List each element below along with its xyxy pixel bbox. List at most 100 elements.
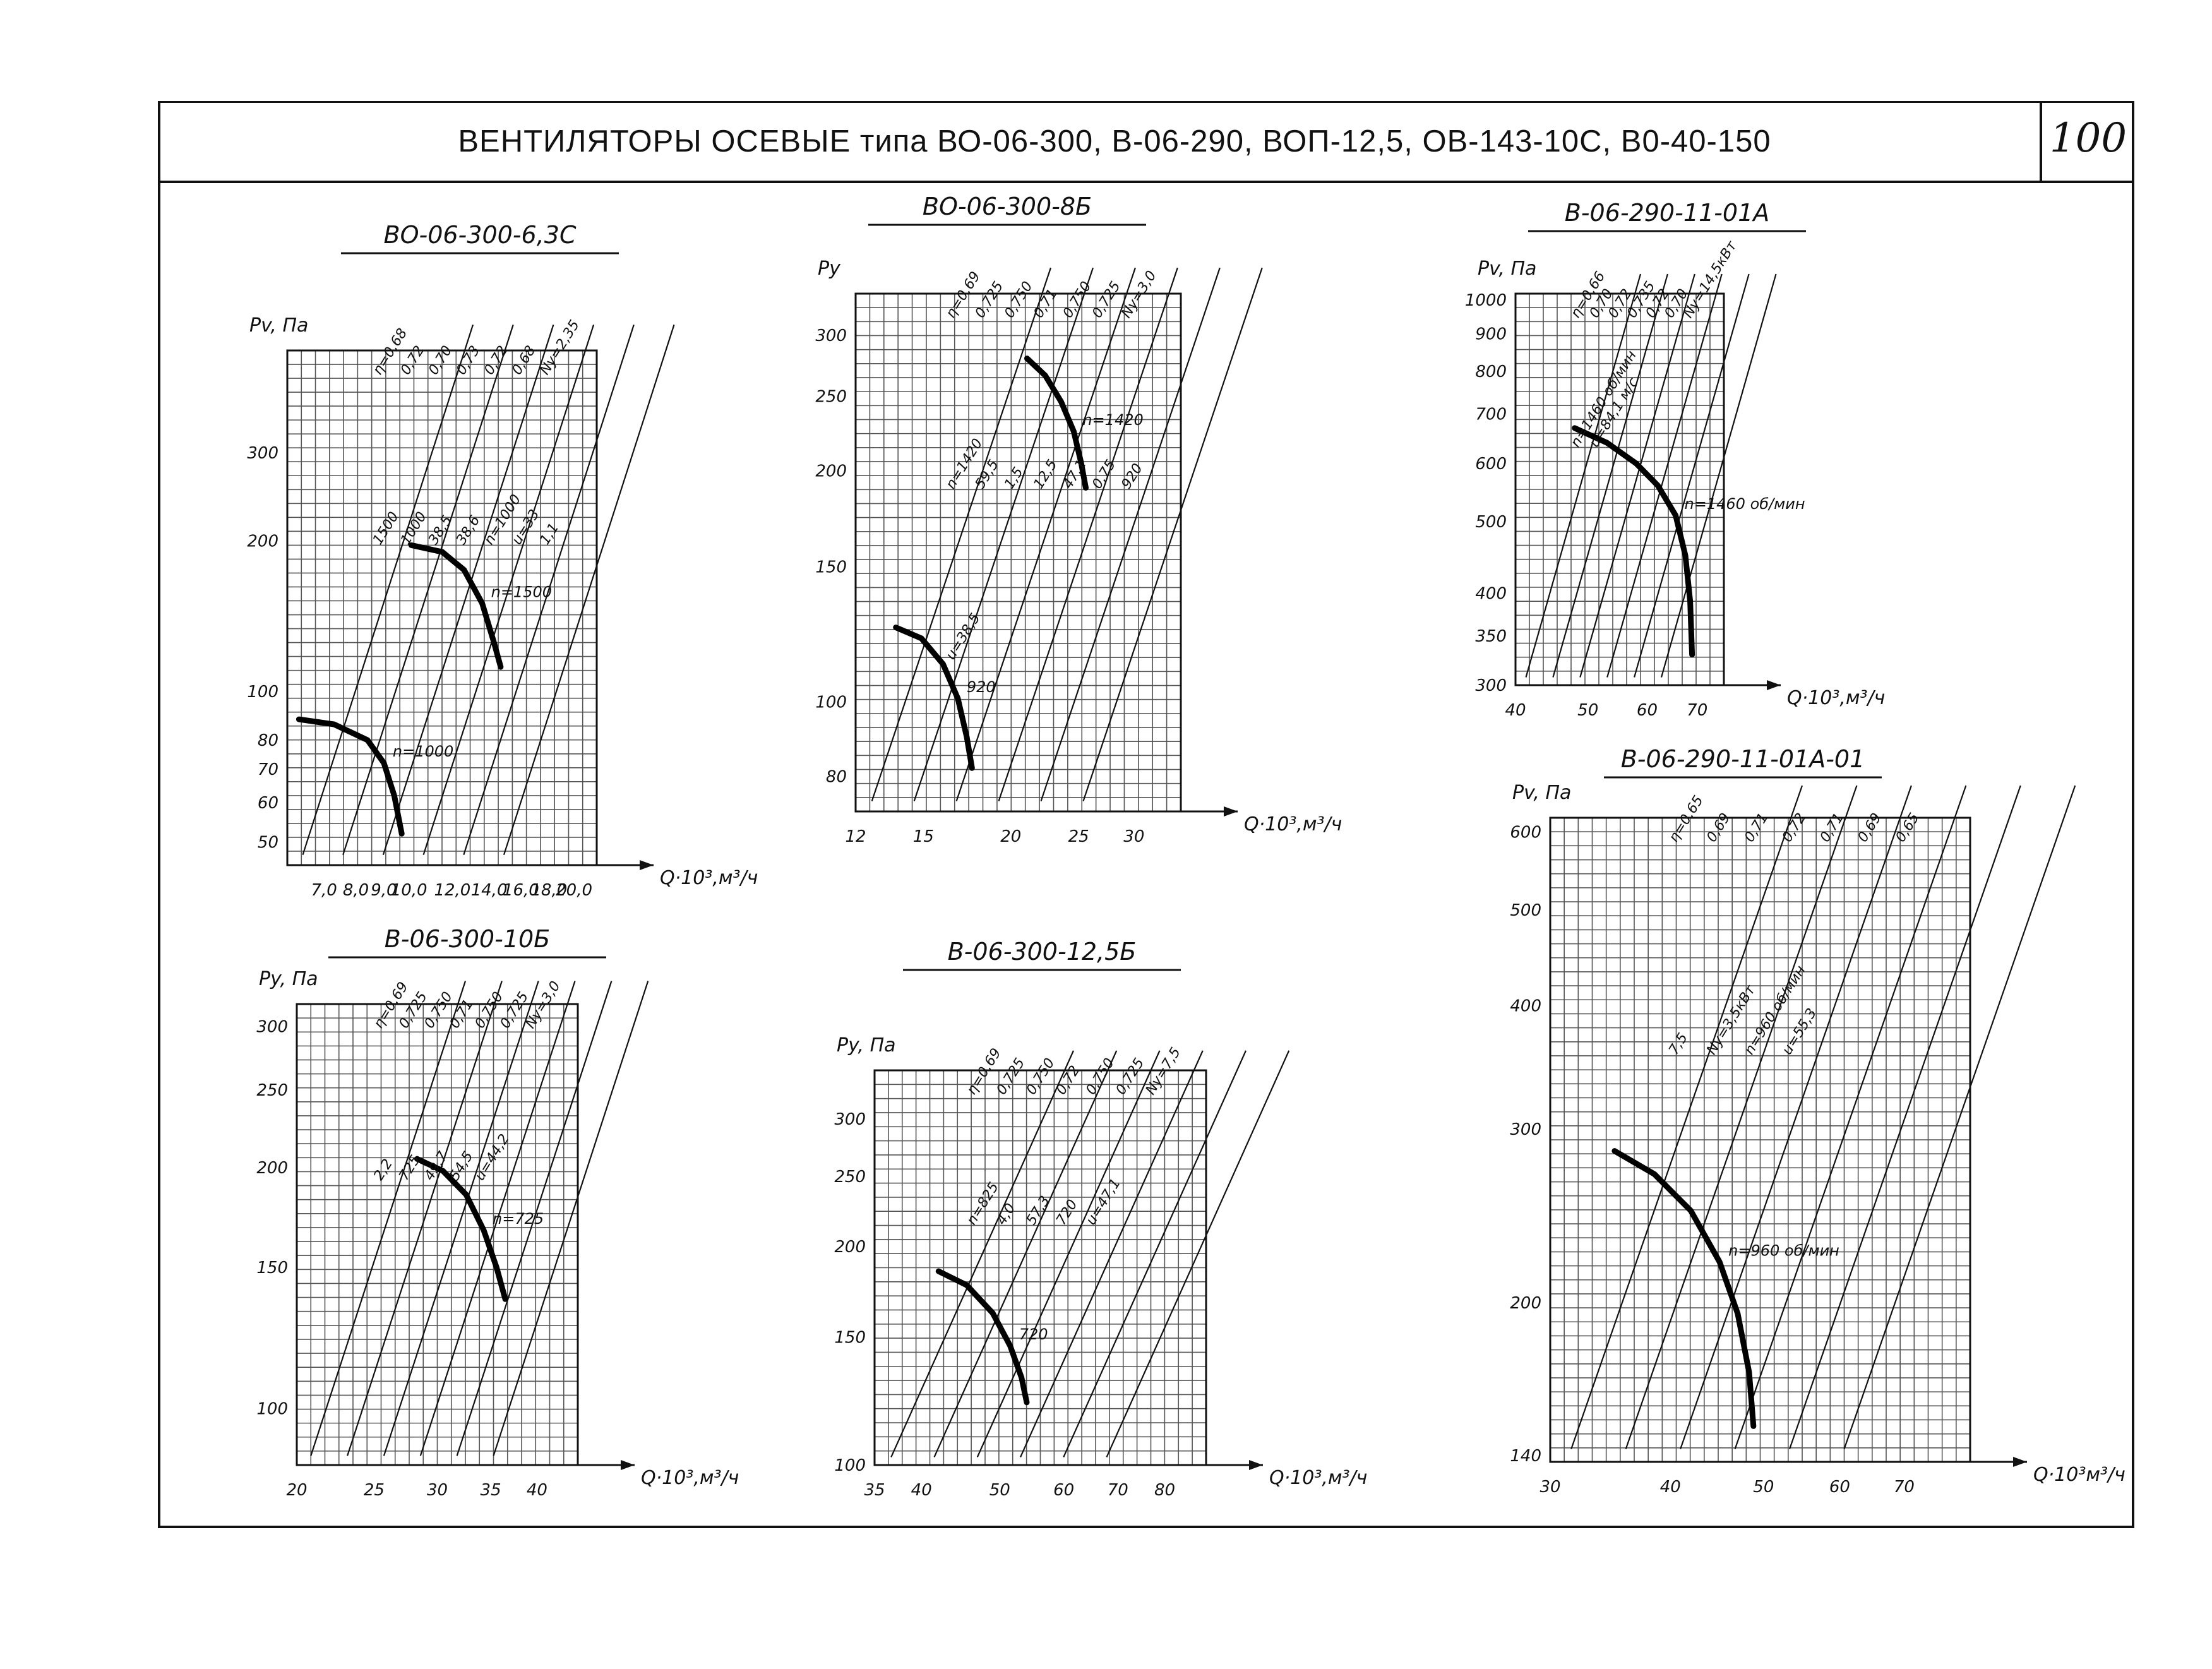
annotation: 1000	[398, 509, 430, 547]
chart-6: В-06-300-12,5Б Py, Па Q·10³,м³/ч 35 40 50 60 70…	[834, 938, 1367, 1500]
y-tick-label: 150	[834, 1329, 866, 1348]
page-title: ВЕНТИЛЯТОРЫ ОСЕВЫЕ типа ВО-06-300, В-06-…	[458, 124, 1771, 159]
x-tick-label: 70	[1894, 1478, 1915, 1497]
x-tick-label: 60	[1829, 1478, 1850, 1497]
y-tick-label: 300	[834, 1110, 866, 1129]
x-tick-label: 8,0	[343, 881, 369, 900]
efficiency-line	[955, 267, 1136, 801]
y-axis-label: Py	[818, 258, 841, 280]
x-tick-label: 9,0	[371, 881, 397, 900]
y-tick-label: 80	[826, 767, 847, 786]
x-axis-arrow	[1224, 806, 1238, 817]
annotation: 0,725	[1089, 279, 1124, 321]
y-tick-label: 250	[256, 1081, 288, 1100]
annotation: Nу=2,35	[537, 318, 583, 378]
x-tick-label: 60	[1637, 701, 1658, 720]
x-axis-arrow	[1249, 1460, 1263, 1470]
efficiency-line	[1789, 785, 2021, 1449]
efficiency-line	[310, 981, 467, 1456]
efficiency-line	[347, 981, 503, 1456]
annotation: 0,68	[509, 343, 539, 378]
y-tick-label: 500	[1475, 513, 1507, 532]
y-tick-label: 300	[1475, 676, 1507, 695]
chart-title: В-06-300-10Б	[385, 925, 551, 953]
y-axis-label: Pv, Па	[1512, 782, 1571, 804]
chart-5: В-06-300-10Б Py, Па Q·10³,м³/ч 20 25 30 35 40 30…	[256, 925, 739, 1500]
efficiency-line	[503, 324, 675, 856]
x-tick-label: 60	[1053, 1481, 1074, 1500]
x-tick-label: 20	[1000, 827, 1021, 846]
annotation: 0,75	[1089, 457, 1119, 492]
x-tick-label: 30	[1123, 827, 1144, 846]
y-axis-label: Pv, Па	[1478, 258, 1536, 280]
y-tick-label: 500	[1510, 901, 1541, 920]
y-tick-label: 70	[258, 760, 278, 779]
y-tick-label: 100	[834, 1456, 866, 1475]
x-tick-label: 40	[1505, 701, 1526, 720]
y-tick-label: 800	[1475, 362, 1507, 381]
annotation: 0,750	[1060, 279, 1095, 321]
performance-curve	[893, 625, 975, 771]
x-tick-label: 20	[286, 1481, 307, 1500]
y-axis-label: Py, Па	[259, 968, 318, 990]
efficiency-line	[493, 981, 649, 1456]
x-tick-label: 50	[1753, 1478, 1774, 1497]
x-tick-label: 14,0	[471, 881, 508, 900]
x-tick-label: 40	[1660, 1478, 1681, 1497]
x-tick-label: 35	[481, 1481, 501, 1500]
performance-curve	[296, 716, 405, 837]
x-tick-label: 35	[864, 1481, 885, 1500]
curve-label: n=960 об/мин	[1728, 1241, 1839, 1259]
performance-curve	[1572, 425, 1695, 658]
efficiency-line	[871, 267, 1052, 801]
annotation: 4,0	[994, 1200, 1019, 1228]
x-axis-arrow	[2013, 1457, 2027, 1467]
annotation: 12,5	[1031, 457, 1060, 492]
page-number: 100	[2049, 115, 2127, 162]
y-tick-label: 700	[1475, 405, 1507, 424]
annotation: 0,73	[453, 343, 483, 378]
efficiency-line	[456, 981, 613, 1456]
efficiency-line	[419, 981, 576, 1456]
y-tick-label: 300	[815, 326, 847, 345]
efficiency-line	[1082, 267, 1263, 801]
chart-title: В-06-300-12,5Б	[948, 938, 1137, 966]
x-tick-label: 50	[1577, 701, 1598, 720]
chart-3: В-06-290-11-01А Pv, Па Q·10³,м³/ч 40 50 60 70 1…	[1465, 199, 1886, 720]
x-axis-arrow	[640, 860, 654, 870]
sheet-frame	[158, 101, 2134, 1528]
x-tick-label: 18,0	[530, 881, 567, 900]
y-tick-label: 400	[1510, 997, 1541, 1016]
efficiency-line	[422, 324, 595, 856]
x-tick-label: 30	[427, 1481, 448, 1500]
performance-curve	[1611, 1148, 1757, 1429]
annotation: 0,69	[1704, 810, 1733, 845]
chart-4: В-06-290-11-01А-01 Pv, Па Q·10³м³/ч 30 40 50 6…	[1510, 745, 2125, 1497]
y-tick-label: 600	[1510, 823, 1541, 842]
efficiency-line	[890, 1050, 1075, 1457]
y-tick-label: 200	[256, 1159, 288, 1178]
y-axis-label: Pv, Па	[249, 314, 308, 337]
curve-label: n=1420	[1082, 411, 1143, 429]
y-tick-label: 250	[834, 1168, 866, 1187]
efficiency-line	[1040, 267, 1221, 801]
curve-label: n=725	[493, 1210, 544, 1228]
y-tick-label: 300	[247, 444, 278, 463]
y-tick-label: 200	[815, 462, 847, 481]
x-tick-label: 16,0	[503, 881, 539, 900]
annotation: 0,72	[1053, 1063, 1083, 1098]
curve-label: n=1000	[393, 743, 453, 760]
annotation: 0,750	[1001, 279, 1036, 321]
y-tick-label: 400	[1475, 584, 1507, 603]
curve-label: 720	[1019, 1325, 1048, 1343]
efficiency-line	[1063, 1050, 1247, 1457]
efficiency-line	[463, 324, 635, 856]
annotation: 7,5	[1666, 1031, 1691, 1058]
y-tick-label: 900	[1475, 325, 1507, 344]
x-tick-label: 40	[911, 1481, 932, 1500]
efficiency-line	[1634, 273, 1750, 678]
annotation: 0,70	[426, 343, 455, 378]
efficiency-line	[382, 324, 554, 856]
y-tick-label: 100	[247, 683, 278, 702]
y-tick-label: 150	[256, 1259, 288, 1277]
